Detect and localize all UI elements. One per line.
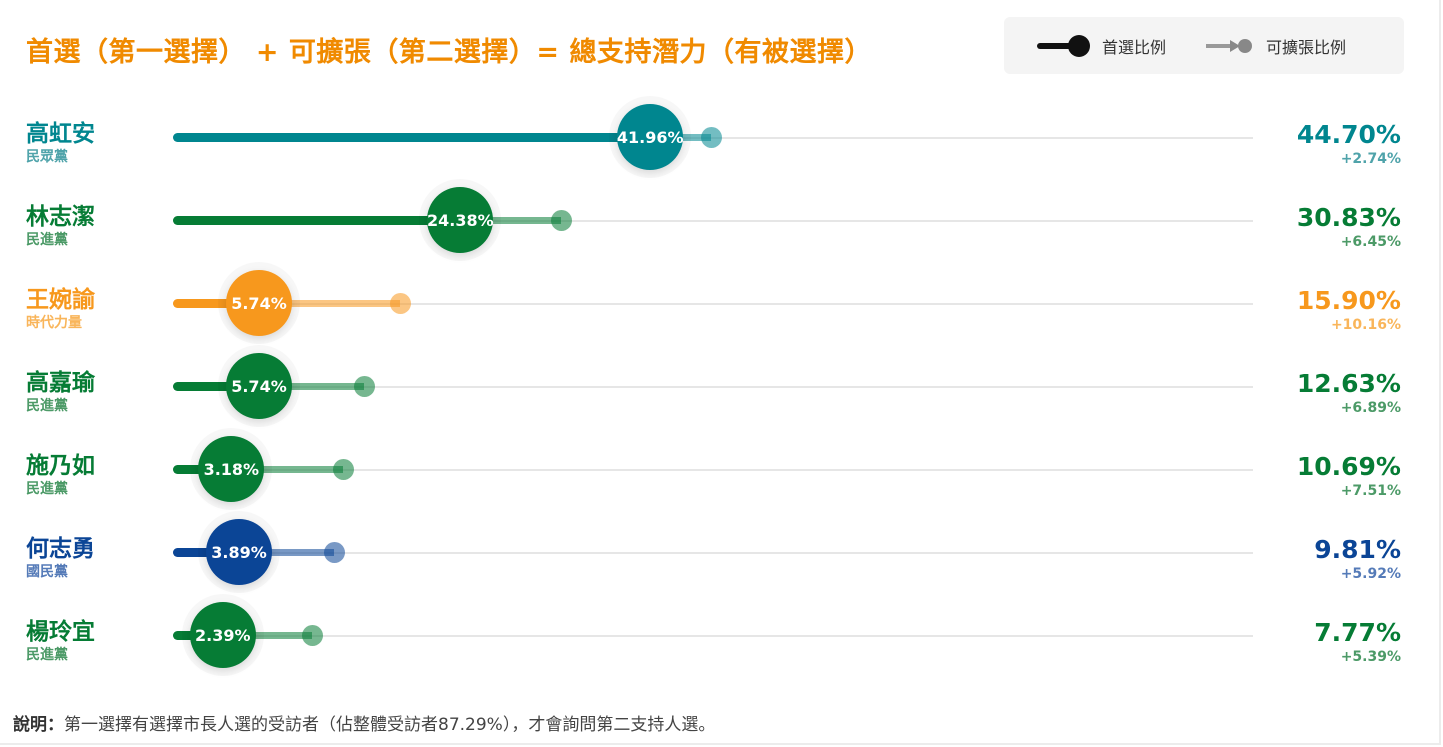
party-name: 民眾黨 bbox=[26, 149, 68, 165]
expansion-line bbox=[239, 549, 334, 556]
party-name: 時代力量 bbox=[26, 315, 82, 331]
candidate-row: 楊玲宜 民進黨 2.39% 7.77% +5.39% bbox=[0, 602, 1441, 701]
track-line bbox=[173, 220, 1253, 222]
expansion-line bbox=[231, 466, 344, 473]
expansion-value: +7.51% bbox=[1340, 483, 1401, 499]
first-choice-bubble: 3.18% bbox=[198, 436, 265, 502]
party-name: 民進黨 bbox=[26, 647, 68, 663]
footnote-text: 第一選擇有選擇市長人選的受訪者（佔整體受訪者87.29%），才會詢問第二支持人選… bbox=[64, 715, 716, 735]
candidate-name: 施乃如 bbox=[26, 453, 95, 479]
first-choice-value: 2.39% bbox=[195, 625, 251, 645]
first-choice-bubble: 24.38% bbox=[426, 187, 494, 253]
party-name: 民進黨 bbox=[26, 398, 68, 414]
track-line bbox=[173, 635, 1253, 637]
first-choice-line bbox=[173, 382, 259, 391]
expansion-value: +10.16% bbox=[1330, 317, 1401, 333]
first-choice-value: 5.74% bbox=[231, 293, 287, 313]
arrow-with-dot-icon bbox=[1206, 38, 1253, 53]
track-line bbox=[173, 386, 1253, 388]
first-choice-value: 3.89% bbox=[211, 542, 267, 562]
expansion-value: +6.89% bbox=[1340, 400, 1401, 416]
total-value: 9.81% bbox=[1314, 535, 1401, 564]
total-value: 7.77% bbox=[1314, 618, 1401, 647]
expansion-value: +5.92% bbox=[1340, 566, 1401, 582]
candidate-name: 何志勇 bbox=[26, 536, 95, 562]
total-dot bbox=[389, 293, 411, 314]
first-choice-bubble: 41.96% bbox=[617, 104, 683, 170]
first-choice-value: 41.96% bbox=[616, 127, 684, 147]
total-value: 30.83% bbox=[1296, 203, 1401, 232]
expansion-line bbox=[258, 383, 365, 390]
expansion-value: +6.45% bbox=[1340, 234, 1401, 250]
first-choice-bubble: 5.74% bbox=[225, 353, 292, 419]
legend: 首選比例 可擴張比例 bbox=[1004, 17, 1404, 74]
legend-first-label: 首選比例 bbox=[1102, 37, 1167, 57]
total-value: 15.90% bbox=[1296, 286, 1401, 315]
expansion-line bbox=[460, 217, 561, 224]
candidate-row: 高虹安 民眾黨 41.96% 44.70% +2.74% bbox=[0, 104, 1441, 203]
party-name: 民進黨 bbox=[26, 481, 68, 497]
total-dot bbox=[700, 127, 722, 148]
first-choice-bubble: 2.39% bbox=[189, 602, 256, 668]
expansion-line bbox=[258, 300, 400, 307]
track-line bbox=[173, 552, 1253, 554]
first-choice-line bbox=[173, 299, 259, 308]
legend-item-second: 可擴張比例 bbox=[1200, 33, 1346, 59]
expansion-value: +5.39% bbox=[1340, 649, 1401, 665]
total-dot bbox=[550, 210, 572, 231]
first-choice-value: 5.74% bbox=[231, 376, 287, 396]
party-name: 國民黨 bbox=[26, 564, 68, 580]
legend-second-label: 可擴張比例 bbox=[1266, 37, 1347, 57]
candidate-row: 林志潔 民進黨 24.38% 30.83% +6.45% bbox=[0, 187, 1441, 286]
first-choice-bubble: 5.74% bbox=[225, 270, 292, 336]
candidate-name: 林志潔 bbox=[26, 204, 95, 230]
candidate-row: 王婉諭 時代力量 5.74% 15.90% +10.16% bbox=[0, 270, 1441, 369]
candidate-name: 高嘉瑜 bbox=[26, 370, 95, 396]
candidate-name: 楊玲宜 bbox=[26, 619, 95, 645]
expansion-line bbox=[222, 632, 312, 639]
candidate-row: 施乃如 民進黨 3.18% 10.69% +7.51% bbox=[0, 436, 1441, 535]
first-choice-line bbox=[173, 216, 461, 225]
party-name: 民進黨 bbox=[26, 232, 68, 248]
candidate-name: 高虹安 bbox=[26, 121, 95, 147]
footnote-label: 說明： bbox=[13, 715, 64, 735]
total-value: 44.70% bbox=[1296, 120, 1401, 149]
candidate-row: 高嘉瑜 民進黨 5.74% 12.63% +6.89% bbox=[0, 353, 1441, 452]
legend-item-first: 首選比例 bbox=[1036, 33, 1166, 59]
total-dot bbox=[323, 542, 345, 563]
candidate-name: 王婉諭 bbox=[26, 287, 95, 313]
total-value: 10.69% bbox=[1296, 452, 1401, 481]
first-choice-line bbox=[173, 133, 651, 142]
total-value: 12.63% bbox=[1296, 369, 1401, 398]
total-dot bbox=[333, 459, 355, 480]
expansion-value: +2.74% bbox=[1340, 151, 1401, 167]
first-choice-bubble: 3.89% bbox=[206, 519, 272, 585]
first-choice-value: 24.38% bbox=[426, 210, 494, 230]
track-line bbox=[173, 469, 1253, 471]
chart-title: 首選（第一選擇） + 可擴張（第二選擇）= 總支持潛力（有被選擇） bbox=[26, 37, 872, 68]
line-with-dot-icon bbox=[1037, 34, 1090, 57]
total-dot bbox=[354, 376, 376, 397]
track-line bbox=[173, 303, 1253, 305]
first-choice-value: 3.18% bbox=[203, 459, 260, 479]
footnote: 說明：第一選擇有選擇市長人選的受訪者（佔整體受訪者87.29%），才會詢問第二支… bbox=[13, 710, 715, 735]
total-dot bbox=[301, 625, 323, 646]
candidate-row: 何志勇 國民黨 3.89% 9.81% +5.92% bbox=[0, 519, 1441, 618]
